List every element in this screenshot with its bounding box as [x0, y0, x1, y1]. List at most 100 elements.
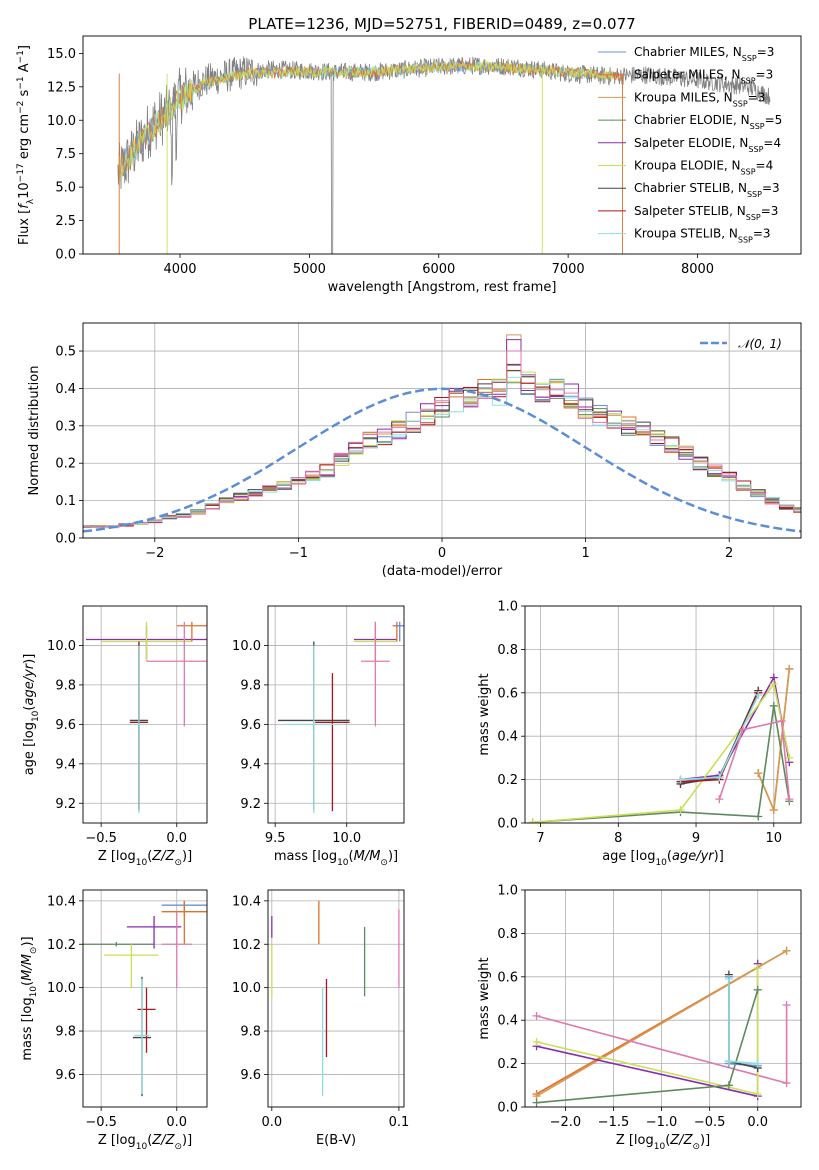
model-spectrum — [118, 60, 623, 177]
weight-marker — [777, 717, 786, 726]
panel-6: 0.0 0.1 9.6 9.8 10.0 10.2 10.4 E(B-V) — [232, 889, 409, 1148]
tick-label-x: 1 — [581, 546, 589, 561]
legend-label-suffix: =3 — [761, 204, 779, 218]
label-part: Z/Z — [151, 1133, 175, 1148]
tick-label-x: 0.0 — [747, 1115, 768, 1130]
legend-label-sub: SSP — [746, 212, 761, 221]
tick-label-x: −1.5 — [598, 1115, 630, 1130]
legend-label-suffix: =3 — [753, 227, 771, 241]
axes-frame — [82, 322, 802, 539]
axis-label-y: mass weight — [477, 957, 492, 1039]
panel-2: −0.5 0.09.29.49.69.810.0Z [log10(Z/Z⊙)]ag… — [22, 605, 208, 868]
panel-0: 4000 5000 6000 7000 8000 0.0 2.5 5.0 7.5 10.0 12.5… — [16, 35, 802, 295]
legend-label-main: Chabrier MILES, N — [634, 45, 742, 59]
tick-label-y: 10.2 — [232, 938, 261, 953]
histogram-step — [83, 379, 801, 528]
legend-label: Chabrier MILES, NSSP=3 — [634, 45, 774, 63]
tick-label-y: 9.8 — [240, 1025, 261, 1040]
label-part: 10 — [337, 858, 349, 868]
tick-label-y: 12.5 — [47, 80, 76, 95]
label-part: erg cm — [17, 114, 32, 163]
tick-label-x: 0 — [438, 546, 446, 561]
label-part: λ — [26, 198, 36, 204]
legend-label-suffix: =3 — [756, 68, 774, 82]
legend-label: Salpeter ELODIE, NSSP=4 — [634, 136, 781, 154]
weight-marker — [724, 1057, 733, 1066]
weight-marker — [754, 690, 763, 699]
legend-label-suffix: =3 — [757, 45, 775, 59]
legend-label: Chabrier STELIB, NSSP=3 — [634, 181, 780, 199]
axes-frame — [267, 605, 405, 824]
legend-label-suffix: =4 — [763, 136, 781, 150]
tick-label-x: −2.0 — [550, 1115, 582, 1130]
weight-line — [532, 705, 791, 823]
tick-label-y: 10.4 — [232, 894, 261, 909]
tick-label-y: 9.4 — [55, 757, 76, 772]
label-part: −1 — [16, 50, 26, 63]
weight-line — [680, 690, 759, 785]
tick-label-y: 0.6 — [497, 686, 518, 701]
panel-3: 9.5 10.0 9.2 9.4 9.6 9.8 10.0 mass [log10(M/M⊙)… — [232, 605, 405, 868]
tick-label-y: 0.2 — [55, 457, 76, 472]
tick-label-y: 0.2 — [497, 1057, 518, 1072]
label-part: Z/Z — [151, 849, 175, 864]
label-part: wavelength [Angstrom, rest frame] — [328, 280, 557, 295]
weight-marker — [676, 775, 685, 784]
weight-marker — [769, 805, 778, 814]
axis-label-y: Normed distribution — [27, 366, 42, 496]
label-part: f — [17, 202, 32, 209]
tick-label-y: 5.0 — [55, 181, 76, 196]
legend-label-sub: SSP — [733, 99, 748, 108]
tick-label-y: 15.0 — [47, 47, 76, 62]
histogram-step — [83, 339, 801, 527]
panel-1: −2 −1 0 1 2 0.0 0.1 0.2 0.3 0.4 0.5 (data-model)/er… — [27, 322, 802, 579]
label-part: )] — [182, 1133, 192, 1148]
label-part: mass weight — [477, 957, 492, 1039]
legend-label: Kroupa STELIB, NSSP=3 — [634, 227, 771, 245]
tick-label-y: 10.0 — [47, 981, 76, 996]
weight-marker — [724, 1081, 733, 1090]
legend-label-suffix: =5 — [765, 113, 783, 127]
tick-label-x: 8000 — [681, 262, 714, 277]
axes-frame — [524, 889, 802, 1108]
legend-label-sub: SSP — [738, 235, 753, 244]
tick-label-y: 2.5 — [55, 214, 76, 229]
plot-area — [528, 664, 794, 823]
tick-label-y: 9.8 — [55, 1025, 76, 1040]
tick-label-y: 7.5 — [55, 147, 76, 162]
tick-label-y: 10.2 — [47, 938, 76, 953]
label-part: )] — [182, 849, 192, 864]
weight-marker — [769, 701, 778, 710]
tick-label-y: 9.6 — [240, 718, 261, 733]
panel-5: −0.5 0.09.69.810.010.210.4Z [log10(Z/Z⊙)]… — [20, 889, 208, 1152]
axis-label-x: Z [log10(Z/Z⊙)] — [98, 849, 192, 868]
weight-marker — [738, 725, 747, 734]
tick-label-x: 9 — [692, 831, 700, 846]
label-part: 10 — [31, 710, 41, 722]
label-part: −2 — [16, 101, 26, 114]
tick-label-y: 10.0 — [232, 981, 261, 996]
weight-line — [728, 979, 758, 1065]
tick-label-y: 0.4 — [497, 1014, 518, 1029]
label-part: 10 — [136, 1142, 148, 1152]
axis-label-x: Z [log10(Z/Z⊙)] — [616, 1133, 710, 1152]
axis-label-y: Flux [fλ10−17 erg cm−2 s−1 A−1] — [16, 45, 36, 245]
histogram-step — [83, 375, 801, 528]
legend-label-main: Salpeter STELIB, N — [634, 204, 746, 218]
tick-label-x: 0.0 — [166, 1115, 187, 1130]
weight-marker — [724, 974, 733, 983]
weight-marker — [753, 1089, 762, 1098]
weight-marker — [754, 769, 763, 778]
axes-frame — [82, 889, 208, 1108]
tick-label-y: 0.4 — [55, 382, 76, 397]
weight-line — [680, 692, 759, 783]
tick-label-x: 2 — [725, 546, 733, 561]
plot-area — [86, 621, 207, 814]
tick-label-y: 0.0 — [497, 817, 518, 832]
tick-label-x: 5000 — [293, 262, 326, 277]
tick-label-y: 9.2 — [55, 797, 76, 812]
label-part: ⊙ — [174, 1142, 182, 1152]
legend-label-main: Salpeter ELODIE, N — [634, 136, 748, 150]
legend-label: Salpeter STELIB, NSSP=3 — [634, 204, 778, 222]
